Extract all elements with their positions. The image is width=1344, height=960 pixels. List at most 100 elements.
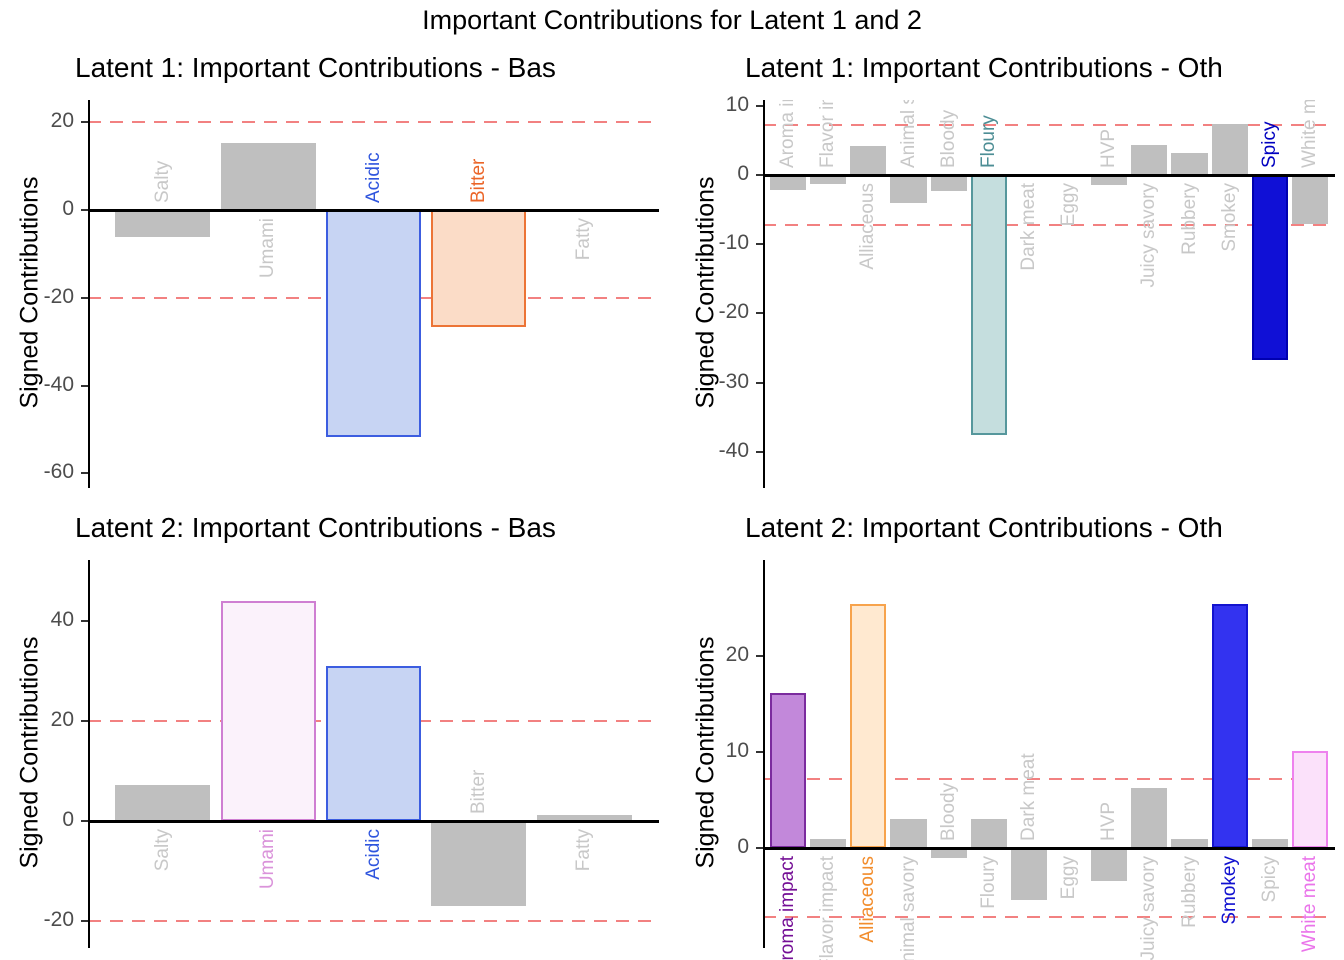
y-tick-mark [81,209,88,211]
y-tick-mark [756,655,763,657]
bar-label: Rubbery [1178,856,1200,928]
threshold-line [88,121,659,124]
y-tick-label: 20 [50,708,74,731]
bar-label: Aroma impact [777,856,799,960]
y-tick-mark [756,450,763,453]
bar-label: Bloody [937,782,959,841]
bar-label: Alliaceous [857,856,879,943]
bar-spicy [1251,175,1288,360]
bar-umami [220,601,316,821]
y-tick-mark [81,920,88,922]
y-tick-mark [81,820,88,822]
y-tick-label: -20 [43,908,74,931]
plot-area-latent2-basic: Salty Umami Acidic Bitter Fatty [88,560,672,960]
bar-flavor-impact [810,839,847,848]
bar-rubbery [1171,839,1208,848]
y-tick-mark [756,174,763,176]
bar-dark-meat [1010,848,1047,900]
bar-label: Floury [977,856,999,909]
threshold-line [763,777,1335,780]
bar-rubbery [1171,152,1208,175]
bar-flavor-impact [810,175,847,184]
y-axis-line [88,100,90,488]
bar-label: HVP [1098,801,1120,841]
zero-line [763,846,1335,850]
bar-bitter [431,821,527,906]
bar-label: Animal savory [897,856,919,960]
y-tick-label: 0 [62,808,74,831]
y-tick-mark [756,243,763,246]
y-tick-label: -20 [43,284,74,308]
bar-hvp [1091,848,1128,881]
y-tick-label: -10 [718,231,749,255]
y-tick-label: -60 [43,460,74,484]
bar-spicy [1251,839,1288,848]
bar-bloody [930,848,967,858]
y-tick-mark [756,751,763,753]
threshold-line [763,223,1335,226]
bar-label: Flavor impact [817,856,839,960]
bar-fatty [536,815,632,821]
bar-floury [970,819,1007,848]
y-tick-mark [81,121,88,124]
bar-juicy-savory [1131,145,1168,175]
bar-aroma-impact [770,693,807,848]
bar-smokey [1211,123,1248,175]
y-tick-label: 0 [737,162,749,185]
y-axis-line [763,560,765,948]
figure-title: Important Contributions for Latent 1 and… [422,5,922,35]
chart-title-latent2-basic: Latent 2: Important Contributions - Bas [75,512,556,543]
y-tick-label: -40 [43,372,74,396]
y-axis-line [88,560,90,948]
bar-bloody [930,175,967,191]
bar-label: Dark meat [1017,753,1039,841]
bar-label: Juicy savory [1138,856,1160,960]
bar-alliaceous [850,145,887,175]
bar-aroma-impact [770,175,807,191]
zero-line [88,819,659,823]
y-tick-mark [81,620,88,622]
bar-label: Eggy [1058,856,1080,900]
y-tick-mark [756,104,763,107]
bar-label: Smokey [1218,856,1240,925]
y-tick-mark [756,312,763,315]
y-tick-label: 0 [62,197,74,220]
y-tick-mark [756,381,763,384]
bar-animal-savory [890,175,927,203]
y-tick-label: 10 [725,739,749,762]
chart-title-latent1-basic: Latent 1: Important Contributions - Bas [75,52,556,83]
chart-title-latent1-other: Latent 1: Important Contributions - Oth [745,52,1223,83]
bar-juicy-savory [1131,788,1168,848]
bar-hvp [1091,175,1128,186]
y-tick-label: 20 [725,643,749,666]
y-tick-label: 40 [50,608,74,631]
threshold-line [763,124,1335,127]
bar-umami [220,142,316,210]
y-tick-mark [81,384,88,387]
bar-animal-savory [890,819,927,848]
y-tick-label: -30 [718,369,749,393]
plot-area-latent1-other: Aroma impact Flavor impact Alliaceous Anima… [763,100,1344,490]
y-tick-label: -40 [718,438,749,462]
zero-line [763,173,1335,177]
y-tick-label: 10 [725,92,749,116]
y-axis-line [763,100,765,488]
y-tick-mark [81,472,88,475]
plot-area-latent1-basic: Salty Umami Acidic Bitter Fatty [88,100,672,490]
y-tick-mark [81,720,88,722]
bar-floury [970,175,1007,436]
bar-white-meat [1291,751,1328,848]
y-tick-label: 20 [50,109,74,133]
bar-label: White meat [1298,856,1320,953]
bar-salty [115,785,211,821]
bar-white-meat [1291,175,1328,225]
threshold-line [763,916,1335,919]
bar-salty [115,210,211,237]
zero-line [88,208,659,212]
bar-alliaceous [850,604,887,848]
